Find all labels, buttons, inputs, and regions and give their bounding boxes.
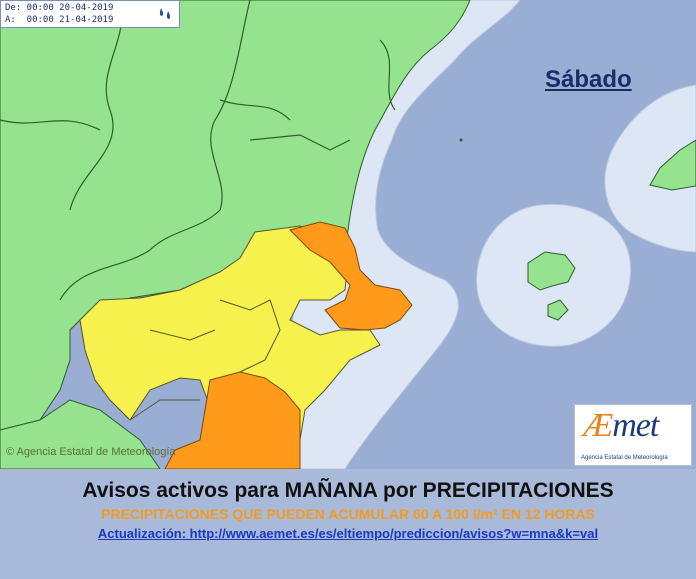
validity-to: A: 00:00 21-04-2019 xyxy=(5,15,114,25)
yellow-internal-borders xyxy=(129,299,281,421)
orange-warning-region-north xyxy=(289,221,413,331)
green-warning-region-south xyxy=(0,399,161,469)
mallorca-island xyxy=(649,139,696,191)
columbretes-dot xyxy=(459,138,463,142)
logo-prefix: Æ xyxy=(583,407,613,444)
footer-title: Avisos activos para MAÑANA por PRECIPITA… xyxy=(82,479,614,502)
day-label: Sábado xyxy=(545,66,632,93)
warning-map xyxy=(0,0,696,469)
validity-period-box: De: 00:00 20-04-2019 A: 00:00 21-04-2019 xyxy=(0,0,180,28)
footer-panel: Avisos activos para MAÑANA por PRECIPITA… xyxy=(0,469,696,579)
logo-rest: met xyxy=(612,407,659,444)
validity-from: De: 00:00 20-04-2019 xyxy=(5,3,114,13)
aemet-logo: Æmet Agencia Estatal de Meteorología xyxy=(574,404,692,466)
footer-subtitle: PRECIPITACIONES QUE PUEDEN ACUMULAR 60 A… xyxy=(101,506,595,522)
aemet-logo-subtitle: Agencia Estatal de Meteorología xyxy=(581,455,668,461)
mallorca-coastal-zone xyxy=(604,84,696,253)
province-borders xyxy=(0,0,396,301)
update-link[interactable]: Actualización: http://www.aemet.es/es/el… xyxy=(97,526,599,541)
aemet-logo-wordmark: Æmet xyxy=(583,407,659,445)
ibiza-island xyxy=(527,251,576,291)
formentera-island xyxy=(547,299,569,321)
agency-credit: © Agencia Estatal de Meteorología xyxy=(6,446,176,458)
rain-drops-icon xyxy=(159,8,171,19)
orange-warning-region-south xyxy=(164,371,301,469)
